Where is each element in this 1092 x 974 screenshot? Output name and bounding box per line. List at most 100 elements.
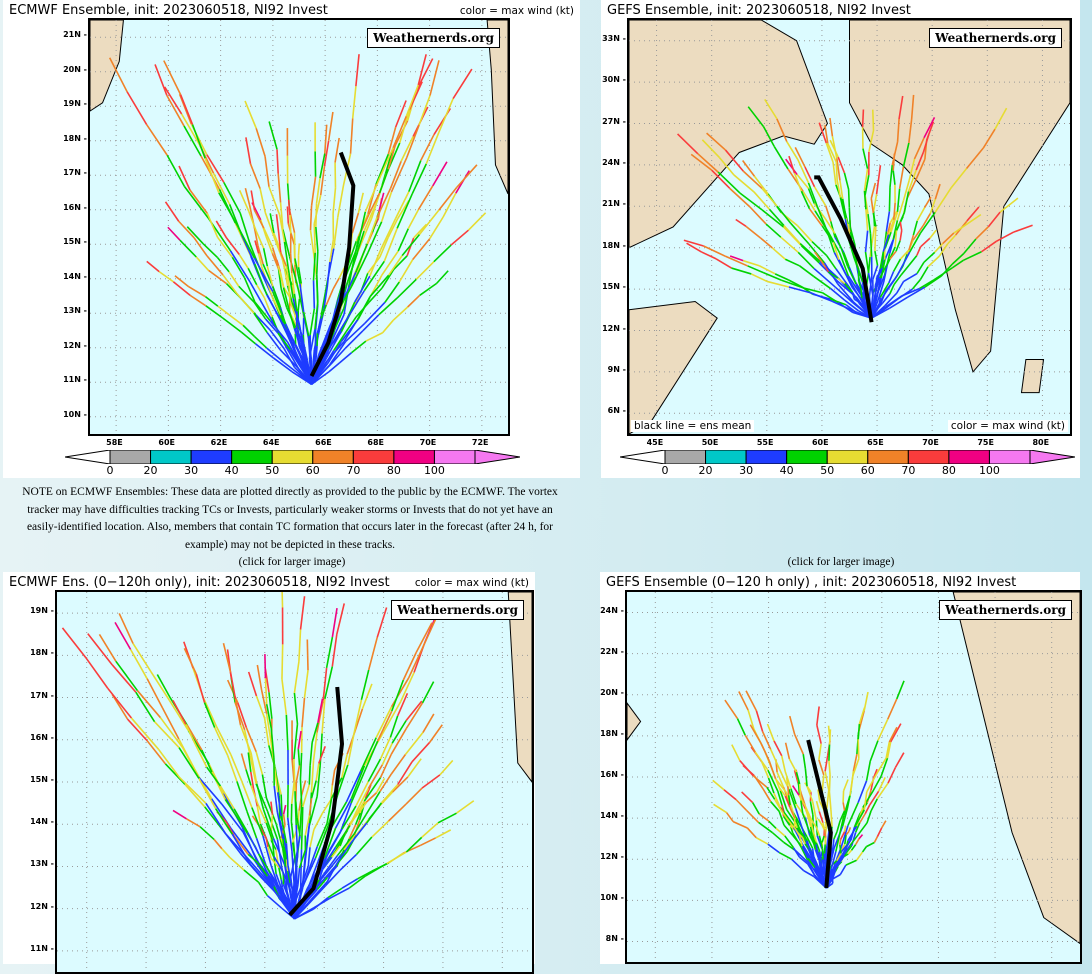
ensemble-track-segment: [352, 341, 366, 353]
ensemble-track-segment: [740, 761, 753, 776]
colorbar-swatch: [908, 450, 949, 464]
map-title: GEFS Ensemble (0−120 h only) , init: 202…: [606, 575, 1016, 590]
ensemble-track-segment: [257, 665, 261, 690]
ensemble-track-segment: [772, 248, 785, 259]
ensemble-track-segment: [827, 790, 829, 809]
ensemble-track-segment: [332, 770, 334, 785]
ensemble-track-segment: [897, 681, 904, 699]
ensemble-track-segment: [183, 748, 199, 778]
lat-tick-label: 11N -: [30, 944, 54, 953]
colorbar-label: 20: [144, 464, 158, 477]
ensemble-track-segment: [367, 803, 382, 823]
ensemble-track-segment: [756, 711, 762, 732]
ensemble-track-segment: [408, 210, 418, 229]
ensemble-track-segment: [254, 313, 267, 332]
ensemble-track-segment: [298, 868, 300, 885]
colorbar-swatch: [191, 450, 232, 464]
ensemble-track-segment: [768, 844, 779, 852]
lat-tick-label: 12N -: [30, 902, 54, 911]
ensemble-track-segment: [896, 241, 900, 252]
ensemble-track-segment: [389, 804, 406, 821]
ensemble-track-segment: [357, 837, 372, 854]
ensemble-track-segment: [758, 822, 772, 832]
ensemble-track-segment: [779, 853, 791, 860]
ensemble-track-segment: [310, 830, 314, 848]
ensemble-track-segment: [834, 832, 837, 839]
colorbar-swatch: [110, 450, 151, 464]
ensemble-track-segment: [307, 639, 308, 670]
ensemble-track-segment: [829, 745, 830, 761]
colorbar-label: 100: [979, 464, 1000, 477]
ensemble-track-segment: [223, 643, 230, 672]
map-plot-area: Weathernerds.org: [88, 18, 510, 436]
ensemble-track-segment: [917, 208, 924, 221]
ensemble-track-segment: [836, 162, 837, 180]
ensemble-track-segment: [173, 700, 186, 724]
lon-tick-label: 60E: [812, 438, 829, 447]
ensemble-track-segment: [837, 821, 840, 832]
color-legend-label: color = max wind (kt): [948, 420, 1068, 432]
ensemble-track-segment: [440, 760, 453, 774]
lat-tick-label: 18N -: [602, 241, 626, 250]
ensemble-track-segment: [166, 202, 179, 221]
ensemble-track-segment: [430, 725, 443, 743]
ensemble-track-segment: [179, 748, 199, 779]
ensemble-track-segment: [314, 813, 322, 829]
ensemble-track-segment: [819, 744, 821, 760]
colorbar-label: 20: [699, 464, 713, 477]
ensemble-track-segment: [173, 810, 186, 818]
ensemble-track-segment: [859, 823, 867, 834]
ensemble-track-segment: [185, 187, 209, 219]
ensemble-track-segment: [179, 221, 194, 238]
ensemble-track-segment: [184, 648, 196, 674]
ensemble-track-segment: [829, 792, 831, 810]
ensemble-track-segment: [451, 230, 468, 245]
ensemble-track-segment: [913, 279, 921, 289]
ensemble-track-segment: [742, 792, 753, 803]
ensemble-track-segment: [849, 208, 850, 227]
click-for-larger-link[interactable]: (click for larger image): [239, 556, 346, 568]
color-legend-label: color = max wind (kt): [415, 577, 529, 589]
ecmwf-ensemble-map-panel[interactable]: ECMWF Ensemble, init: 2023060518, NI92 I…: [3, 0, 580, 478]
gefs-0-120h-map-panel[interactable]: GEFS Ensemble (0−120 h only) , init: 202…: [600, 572, 1080, 964]
ensemble-track-segment: [294, 724, 298, 759]
colorbar-high-arrow: [475, 450, 520, 464]
ensemble-track-segment: [217, 237, 232, 257]
ensemble-track-segment: [311, 760, 313, 792]
map-title: GEFS Ensemble, init: 2023060518, NI92 In…: [607, 3, 911, 18]
lon-tick-label: 55E: [757, 438, 774, 447]
ensemble-track-segment: [413, 239, 430, 260]
colorbar-label: 30: [739, 464, 753, 477]
lon-tick-label: 58E: [106, 438, 123, 447]
lat-tick-label: 14N -: [63, 272, 87, 281]
click-for-larger-link-gefs[interactable]: (click for larger image): [788, 556, 895, 568]
ensemble-track-segment: [829, 775, 830, 792]
ensemble-track-segment: [173, 282, 190, 296]
ensemble-track-segment: [419, 95, 430, 125]
ensemble-track-segment: [282, 679, 286, 715]
ensemble-track-segment: [205, 297, 217, 306]
colorbar-low-arrow: [65, 450, 110, 464]
lat-tick-label: 21N -: [602, 199, 626, 208]
lat-tick-label: 18N -: [63, 134, 87, 143]
gefs-ensemble-map-panel[interactable]: GEFS Ensemble, init: 2023060518, NI92 In…: [601, 0, 1080, 478]
ensemble-track-segment: [370, 250, 381, 276]
ensemble-track-segment: [289, 285, 290, 301]
ensemble-track-segment: [381, 219, 396, 250]
ensemble-track-segment: [203, 697, 216, 727]
lat-tick-label: 12N -: [600, 852, 624, 861]
ensemble-track-segment: [893, 171, 895, 185]
ensemble-track-segment: [900, 222, 901, 231]
ecmwf-0-120h-map-panel[interactable]: ECMWF Ens. (0−120h only), init: 20230605…: [3, 572, 535, 964]
ensemble-track-segment: [871, 199, 873, 213]
ensemble-track-segment: [159, 749, 180, 777]
ensemble-track-segment: [358, 871, 372, 879]
colorbar-swatch: [313, 450, 354, 464]
ensemble-track-segment: [878, 719, 888, 740]
ensemble-track-segment: [920, 212, 935, 233]
ensemble-track-segment: [782, 756, 786, 772]
ensemble-track-segment: [230, 857, 244, 870]
ensemble-track-segment: [849, 827, 851, 831]
ensemble-track-segment: [254, 336, 266, 347]
